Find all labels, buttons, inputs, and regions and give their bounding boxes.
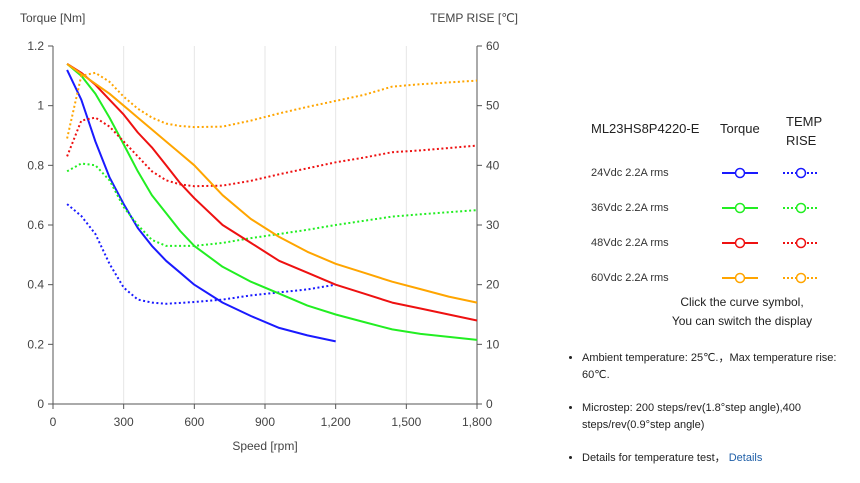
torque-curve-2	[66, 63, 478, 341]
temp-rise-legend-symbol[interactable]	[782, 272, 820, 284]
torque-legend-symbol[interactable]	[721, 272, 759, 284]
torque-legend-symbol[interactable]	[721, 237, 759, 249]
x-tick-label: 900	[255, 415, 275, 429]
y-left-axis-title: Torque [Nm]	[20, 11, 85, 25]
y-right-tick-label: 60	[486, 39, 500, 53]
y-left-tick-label: 0.4	[27, 278, 44, 292]
temp-rise-legend-symbol[interactable]	[782, 237, 820, 249]
x-tick-label: 1,200	[321, 415, 351, 429]
y-right-tick-label: 40	[486, 158, 500, 172]
y-left-tick-label: 0.8	[27, 158, 44, 172]
temp-rise-legend-symbol[interactable]	[782, 167, 820, 179]
torque-curve-4	[66, 63, 478, 304]
legend-model-name: ML23HS8P4220-E	[591, 121, 700, 136]
note-ambient: Ambient temperature: 25℃.，Max temperatur…	[582, 350, 842, 384]
legend-row: 48Vdc 2.2A rms	[591, 233, 820, 253]
note-details-text: Details for temperature test，	[582, 452, 726, 464]
x-axis-title: Speed [rpm]	[232, 439, 297, 453]
chart-curves	[66, 63, 478, 343]
legend-row: 36Vdc 2.2A rms	[591, 198, 820, 218]
torque-legend-symbol[interactable]	[721, 202, 759, 214]
chart-axes: 0 300 600 900 1,200 1,500 1,80000.20.40.60.811…	[27, 39, 499, 429]
legend-hint-line1: Click the curve symbol,	[680, 295, 804, 309]
y-left-tick-label: 0.2	[27, 337, 44, 351]
y-right-tick-label: 20	[486, 278, 500, 292]
legend-torque-header: Torque	[720, 121, 760, 136]
y-right-tick-label: 0	[486, 397, 493, 411]
note-details: Details for temperature test， Details	[582, 450, 842, 467]
x-tick-label: 1,500	[391, 415, 421, 429]
torque-speed-chart: 0 300 600 900 1,200 1,500 1,80000.20.40.60.811…	[20, 11, 518, 453]
legend-hint: Click the curve symbol, You can switch t…	[600, 293, 860, 331]
y-right-axis-title: TEMP RISE [℃]	[430, 11, 518, 25]
torque-curve-3	[66, 63, 478, 322]
torque-legend-symbol[interactable]	[721, 167, 759, 179]
legend-hint-line2: You can switch the display	[671, 314, 813, 328]
temp-rise-curve-1	[66, 203, 336, 305]
note-microstep: Microstep: 200 steps/rev(1.8°step angle)…	[582, 400, 842, 434]
x-tick-label: 600	[184, 415, 204, 429]
legend-row-label: 24Vdc 2.2A rms	[591, 167, 669, 179]
temp-rise-curve-3	[66, 116, 478, 188]
legend-row-label: 48Vdc 2.2A rms	[591, 237, 669, 249]
x-tick-label: 300	[114, 415, 134, 429]
x-tick-label: 0	[50, 415, 57, 429]
legend-row: 24Vdc 2.2A rms	[591, 163, 820, 183]
notes-list: Ambient temperature: 25℃.，Max temperatur…	[566, 350, 842, 483]
legend-temp-header-line1: TEMP	[786, 114, 823, 129]
temp-rise-legend-symbol[interactable]	[782, 202, 820, 214]
y-left-tick-label: 1	[37, 99, 44, 113]
x-tick-label: 1,800	[462, 415, 492, 429]
y-right-tick-label: 10	[486, 337, 500, 351]
details-link[interactable]: Details	[728, 452, 763, 464]
temp-rise-curve-2	[66, 162, 478, 247]
y-left-tick-label: 1.2	[27, 39, 44, 53]
temp-rise-curve-4	[66, 71, 478, 139]
legend-row-label: 36Vdc 2.2A rms	[591, 202, 669, 214]
y-left-tick-label: 0	[37, 397, 44, 411]
torque-curve-1	[66, 69, 336, 343]
legend-temp-header-line2: RISE	[786, 133, 817, 148]
y-right-tick-label: 30	[486, 218, 500, 232]
y-left-tick-label: 0.6	[27, 218, 44, 232]
legend-row-label: 60Vdc 2.2A rms	[591, 272, 669, 284]
legend-row: 60Vdc 2.2A rms	[591, 268, 820, 288]
legend-temp-header: TEMP RISE	[786, 112, 823, 150]
y-right-tick-label: 50	[486, 99, 500, 113]
